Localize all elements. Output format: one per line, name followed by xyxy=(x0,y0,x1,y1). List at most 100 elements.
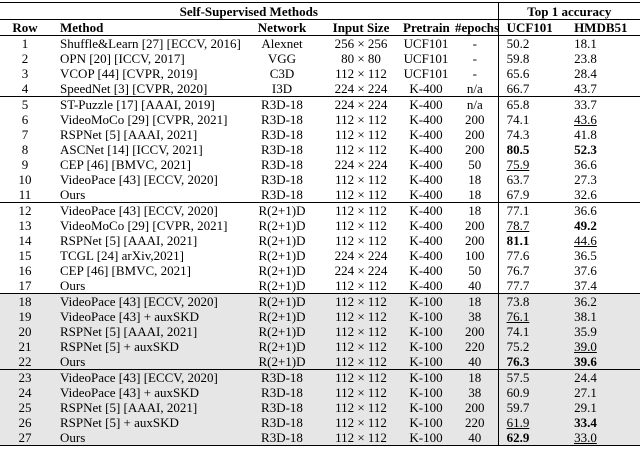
cell: VideoPace [43] [ECCV, 2020] xyxy=(50,293,242,309)
cell: K-100 xyxy=(400,354,452,370)
cell: 77.7 xyxy=(497,278,567,294)
table-row: 2 OPN [20] [ICCV, 2017] VGG 80 × 80 UCF101 - 5… xyxy=(0,51,640,66)
cell: K-100 xyxy=(400,369,452,385)
cell: 60.9 xyxy=(497,385,567,400)
table-row: 14 RSPNet [5] [AAAI, 2021] R(2+1)D 112 × 11… xyxy=(0,233,640,248)
cell: R3D-18 xyxy=(261,142,303,157)
results-table: Self-Supervised Methods Top 1 accuracy R… xyxy=(0,2,640,446)
cell: R(2+1)D xyxy=(242,309,322,324)
table-row: 27 Ours R3D-18 112 × 112 K-100 40 62.9 33.0 xyxy=(0,430,640,446)
cell: VideoMoCo [29] [CVPR, 2021] xyxy=(60,218,228,233)
cell: 50 xyxy=(468,157,482,172)
table-row: 6 VideoMoCo [29] [CVPR, 2021] R3D-18 112 × … xyxy=(0,112,640,127)
cell: VideoPace [43] + auxSKD xyxy=(50,309,242,324)
cell: 18 xyxy=(468,187,482,202)
cell: 66.7 xyxy=(497,81,567,97)
cell: VGG xyxy=(267,51,297,66)
cell: 200 xyxy=(465,233,485,248)
cell: 5 xyxy=(0,96,50,112)
group-header: Self-Supervised Methods xyxy=(0,2,499,20)
cell: 112 × 112 xyxy=(322,400,400,415)
cell: VideoPace [43] [ECCV, 2020] xyxy=(50,202,242,218)
cell: - xyxy=(472,51,477,66)
cell: 224 × 224 xyxy=(334,248,388,263)
cell: K-400 xyxy=(409,81,443,96)
cell: 75.9 xyxy=(497,157,567,172)
cell: K-100 xyxy=(400,400,452,415)
cell: 59.7 xyxy=(497,400,567,415)
cell: 9 xyxy=(21,157,29,172)
cell: 112 × 112 xyxy=(322,415,400,430)
cell: ASCNet [14] [ICCV, 2021] xyxy=(60,142,203,157)
cell: 24 xyxy=(0,385,50,400)
cell: R(2+1)D xyxy=(258,278,306,293)
cell: 112 × 112 xyxy=(335,142,387,157)
cell: 36.2 xyxy=(566,293,640,309)
column-header: UCF101 xyxy=(497,19,567,36)
cell: 112 × 112 xyxy=(322,354,400,370)
cell: 112 × 112 xyxy=(322,324,400,339)
cell: 15 xyxy=(18,248,32,263)
cell: 62.9 xyxy=(497,430,567,446)
cell: Ours xyxy=(60,187,86,202)
cell: 112 × 112 xyxy=(335,66,387,81)
cell: 112 × 112 xyxy=(335,218,387,233)
cell: K-400 xyxy=(400,202,452,218)
cell: 61.9 xyxy=(497,415,567,430)
cell: 19 xyxy=(0,309,50,324)
cell: K-400 xyxy=(400,96,452,112)
cell: C3D xyxy=(269,66,295,81)
cell: R3D-18 xyxy=(261,112,303,127)
column-header: HMDB51 xyxy=(566,19,640,36)
cell: 112 × 112 xyxy=(322,385,400,400)
cell: 6 xyxy=(21,112,29,127)
cell: CEP [46] [BMVC, 2021] xyxy=(60,157,191,172)
cell: 49.2 xyxy=(574,218,597,233)
cell: 73.8 xyxy=(497,293,567,309)
cell: 40 xyxy=(452,354,499,370)
cell: 100 xyxy=(465,248,485,263)
cell: 18.1 xyxy=(566,35,640,51)
table-row: 24 VideoPace [43] + auxSKD R3D-18 112 × 112… xyxy=(0,385,640,400)
column-header: Network xyxy=(242,19,322,36)
cell: 50 xyxy=(468,263,482,278)
cell: 76.1 xyxy=(497,309,567,324)
cell: 12 xyxy=(0,202,50,218)
cell: 39.0 xyxy=(566,339,640,354)
cell: 200 xyxy=(452,324,499,339)
group-header: Top 1 accuracy xyxy=(497,2,640,20)
table-row: 26 RSPNet [5] + auxSKD R3D-18 112 × 112 K-10… xyxy=(0,415,640,430)
cell: SpeedNet [3] [CVPR, 2020] xyxy=(60,81,208,96)
cell: K-400 xyxy=(409,187,443,202)
cell: K-400 xyxy=(409,218,443,233)
cell: 112 × 112 xyxy=(335,172,387,187)
cell: RSPNet [5] [AAAI, 2021] xyxy=(60,233,198,248)
cell: 200 xyxy=(465,112,485,127)
cell: 18 xyxy=(452,369,499,385)
cell: 76.3 xyxy=(497,354,567,370)
table-row: 16 CEP [46] [BMVC, 2021] R(2+1)D 224 × 224 K… xyxy=(0,263,640,278)
cell: 200 xyxy=(465,142,485,157)
cell: RSPNet [5] + auxSKD xyxy=(50,339,242,354)
cell: 224 × 224 xyxy=(322,96,400,112)
cell: 23 xyxy=(0,369,50,385)
cell: 112 × 112 xyxy=(335,187,387,202)
cell: 22 xyxy=(0,354,50,370)
cell: 40 xyxy=(468,278,482,293)
cell: R3D-18 xyxy=(242,96,322,112)
cell: R(2+1)D xyxy=(258,263,306,278)
cell: Ours xyxy=(50,430,242,446)
cell: K-400 xyxy=(409,263,443,278)
cell: R3D-18 xyxy=(261,172,303,187)
header-row: Row Method Network Input Size Pretrain #epoch… xyxy=(0,19,640,36)
cell: 33.0 xyxy=(566,430,640,446)
cell: 8 xyxy=(21,142,29,157)
cell: 18 xyxy=(0,293,50,309)
cell: 224 × 224 xyxy=(334,263,388,278)
cell: K-100 xyxy=(400,415,452,430)
cell: R(2+1)D xyxy=(242,354,322,370)
cell: K-400 xyxy=(409,233,443,248)
cell: 112 × 112 xyxy=(322,202,400,218)
cell: 74.3 xyxy=(497,127,567,142)
cell: 41.8 xyxy=(574,127,597,142)
